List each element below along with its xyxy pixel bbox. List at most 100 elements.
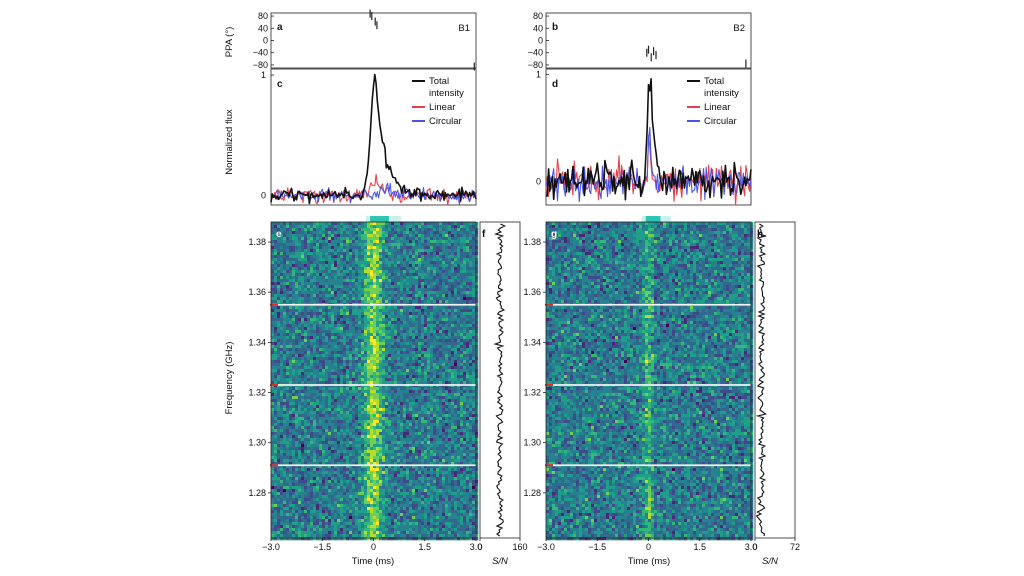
spectrum-pixel — [355, 387, 359, 391]
spectrum-pixel — [424, 258, 428, 262]
spectrum-pixel — [292, 342, 296, 346]
spectrum-pixel — [445, 231, 449, 235]
spectrum-pixel — [469, 309, 473, 313]
spectrum-pixel — [343, 297, 347, 301]
spectrum-pixel — [343, 282, 347, 286]
spectrum-pixel — [379, 288, 383, 292]
spectrum-pixel — [472, 381, 476, 385]
spectrum-pixel — [322, 294, 326, 298]
spectrum-pixel — [424, 351, 428, 355]
spectrum-pixel — [436, 399, 440, 403]
spectrum-pixel — [457, 330, 461, 334]
spectrum-pixel — [274, 408, 278, 412]
spectrum-pixel — [409, 288, 413, 292]
spectrum-pixel — [469, 411, 473, 415]
spectrum-pixel — [469, 417, 473, 421]
spectrum-pixel — [286, 369, 290, 373]
spectrum-pixel — [400, 288, 404, 292]
spectrum-pixel — [343, 294, 347, 298]
spectrum-pixel — [328, 324, 332, 328]
spectrum-pixel — [379, 273, 383, 277]
spectrum-pixel — [394, 264, 398, 268]
spectrum-pixel — [358, 372, 362, 376]
spectrum-pixel — [403, 435, 407, 439]
spectrum-pixel — [451, 270, 455, 274]
spectrum-pixel — [298, 387, 302, 391]
spectrum-pixel — [346, 345, 350, 349]
spectrum-pixel — [448, 288, 452, 292]
spectrum-pixel — [370, 393, 374, 397]
spectrum-pixel — [364, 336, 368, 340]
spectrum-pixel — [370, 321, 374, 325]
spectrum-pixel — [400, 315, 404, 319]
spectrum-pixel — [430, 393, 434, 397]
spectrum-pixel — [421, 315, 425, 319]
spectrum-pixel — [442, 348, 446, 352]
spectrum-pixel — [337, 282, 341, 286]
spectrum-pixel — [397, 255, 401, 259]
spectrum-pixel — [301, 279, 305, 283]
spectrum-pixel — [367, 429, 371, 433]
spectrum-pixel — [340, 348, 344, 352]
spectrum-pixel — [319, 246, 323, 250]
spectrum-pixel — [376, 291, 380, 295]
spectrum-pixel — [439, 294, 443, 298]
spectrum-pixel — [376, 288, 380, 292]
spectrum-pixel — [448, 312, 452, 316]
spectrum-pixel — [322, 249, 326, 253]
spectrum-pixel — [328, 315, 332, 319]
spectrum-pixel — [421, 246, 425, 250]
spectrum-pixel — [436, 429, 440, 433]
spectrum-pixel — [382, 306, 386, 310]
spectrum-pixel — [418, 309, 422, 313]
spectrum-pixel — [448, 348, 452, 352]
spectrum-pixel — [445, 267, 449, 271]
spectrum-pixel — [430, 315, 434, 319]
spectrum-pixel — [433, 402, 437, 406]
spectrum-pixel — [460, 369, 464, 373]
spectrum-pixel — [373, 405, 377, 409]
spectrum-pixel — [334, 339, 338, 343]
spectrum-pixel — [361, 426, 365, 430]
spectrum-pixel — [430, 417, 434, 421]
spectrum-pixel — [469, 237, 473, 241]
spectrum-pixel — [355, 372, 359, 376]
spectrum-pixel — [403, 342, 407, 346]
spectrum-pixel — [298, 279, 302, 283]
spectrum-pixel — [301, 285, 305, 289]
spectrum-pixel — [319, 243, 323, 247]
spectrum-pixel — [295, 240, 299, 244]
spectrum-pixel — [454, 348, 458, 352]
spectrum-pixel — [349, 336, 353, 340]
spectrum-pixel — [373, 426, 377, 430]
spectrum-pixel — [349, 228, 353, 232]
spectrum-pixel — [406, 282, 410, 286]
spectrum-pixel — [448, 252, 452, 256]
spectrum-pixel — [403, 375, 407, 379]
spectrum-pixel — [298, 288, 302, 292]
spectrum-pixel — [382, 345, 386, 349]
spectrum-pixel — [328, 414, 332, 418]
spectrum-pixel — [289, 300, 293, 304]
spectrum-pixel — [442, 291, 446, 295]
spectrum-pixel — [331, 357, 335, 361]
spectrum-pixel — [397, 237, 401, 241]
spectrum-pixel — [382, 240, 386, 244]
spectrum-pixel — [379, 375, 383, 379]
spectrum-pixel — [373, 255, 377, 259]
spectrum-pixel — [328, 363, 332, 367]
spectrum-pixel — [379, 312, 383, 316]
spectrum-pixel — [391, 351, 395, 355]
spectrum-pixel — [415, 432, 419, 436]
spectrum-pixel — [370, 345, 374, 349]
spectrum-pixel — [442, 393, 446, 397]
spectrum-pixel — [292, 423, 296, 427]
spectrum-pixel — [346, 240, 350, 244]
spectrum-pixel — [376, 408, 380, 412]
spectrum-pixel — [319, 270, 323, 274]
spectrum-pixel — [418, 378, 422, 382]
spectrum-pixel — [337, 288, 341, 292]
spectrum-pixel — [316, 363, 320, 367]
spectrum-pixel — [313, 288, 317, 292]
spectrum-pixel — [403, 222, 407, 226]
